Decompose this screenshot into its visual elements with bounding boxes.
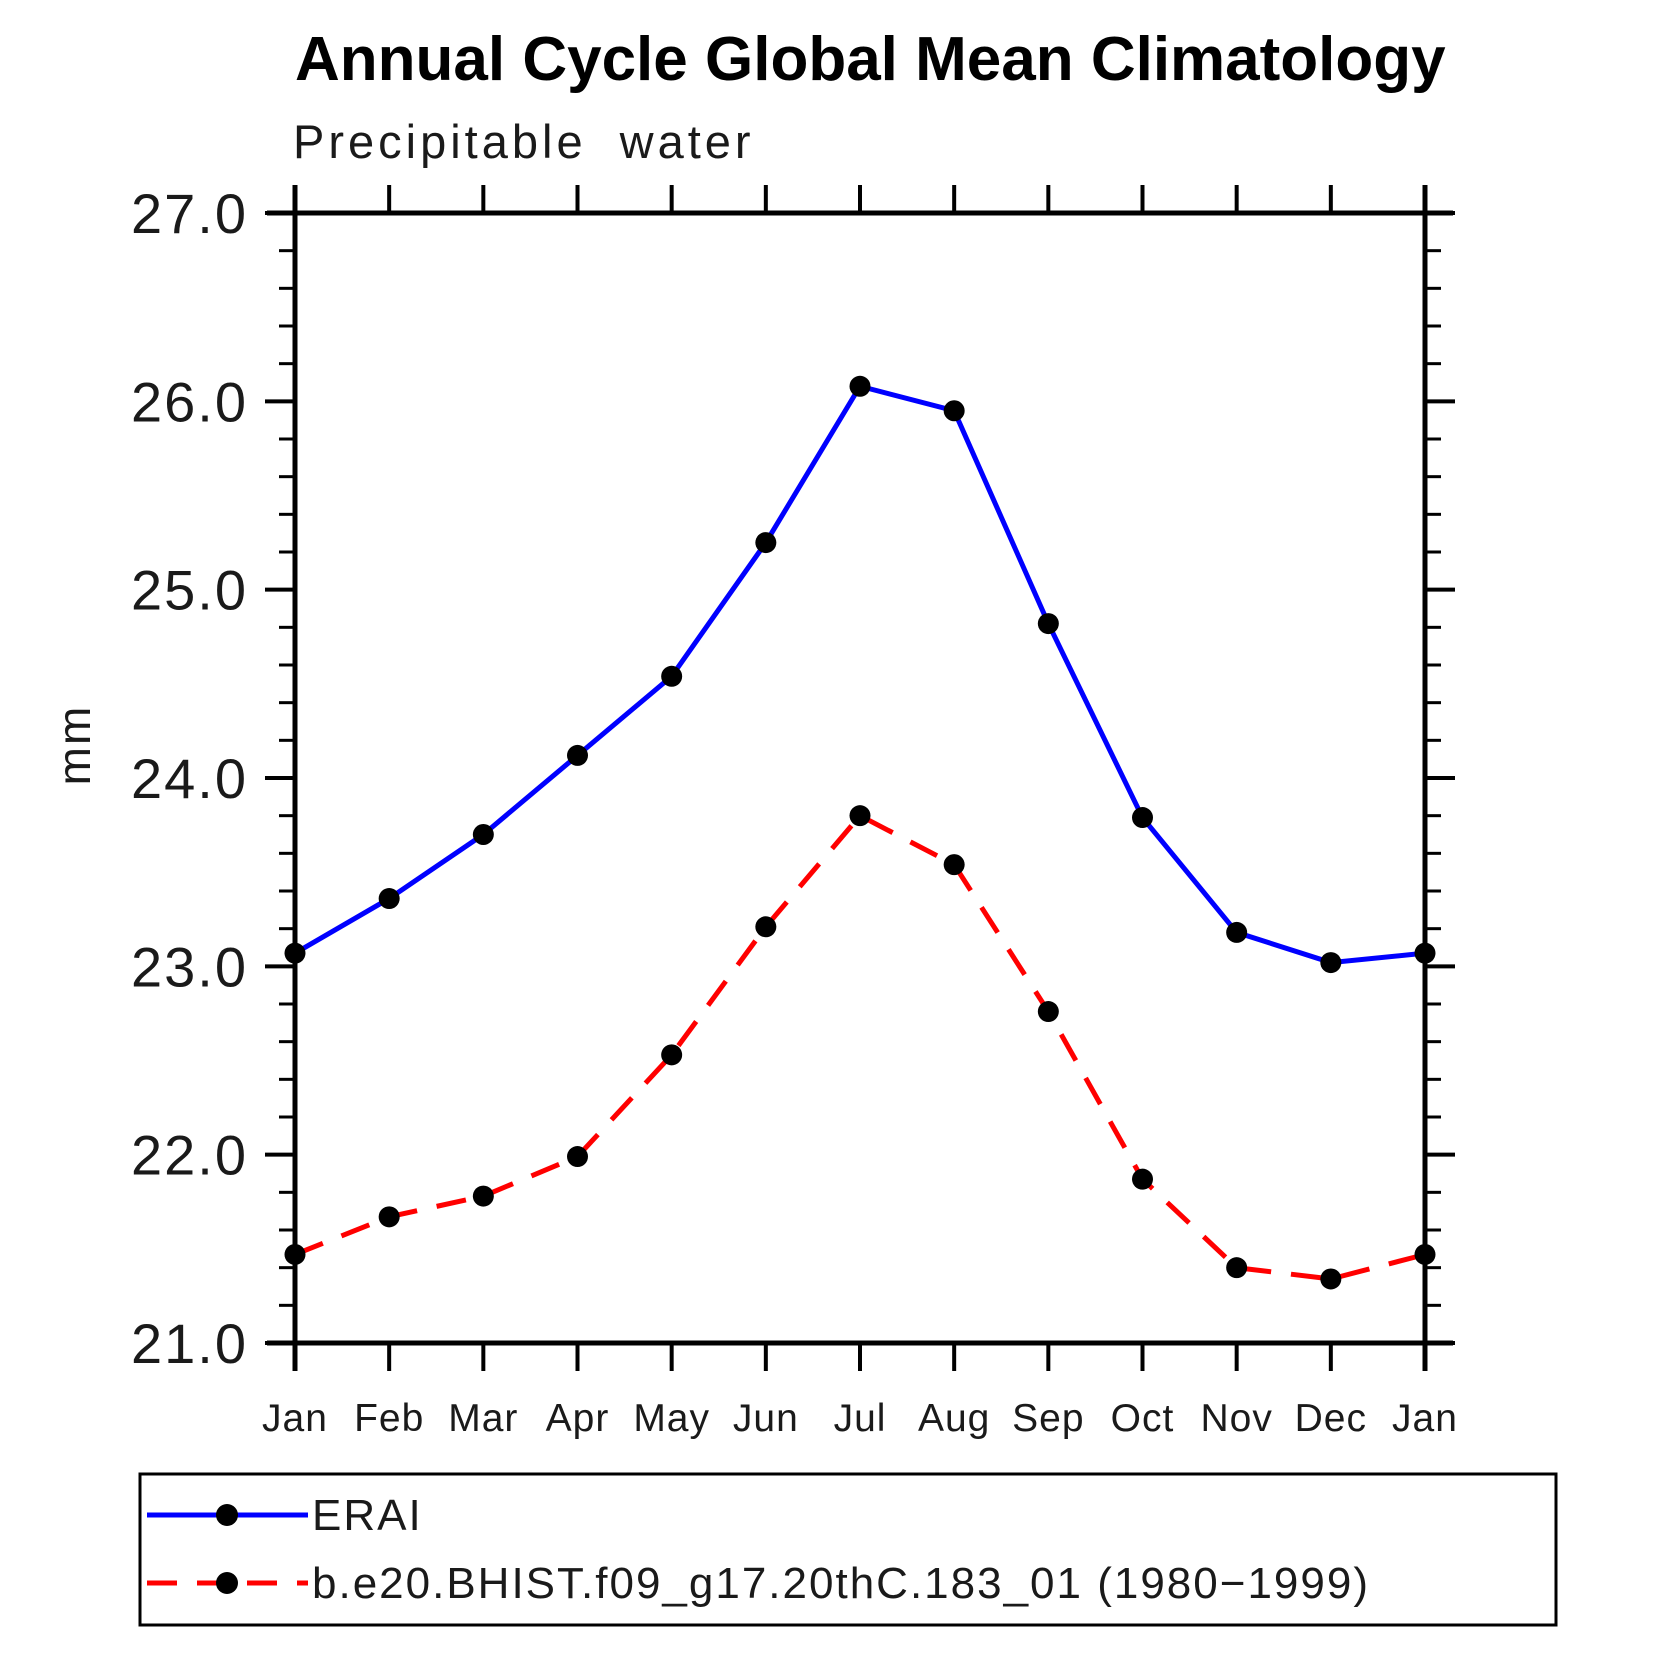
x-tick-label: Mar (448, 1397, 518, 1440)
data-point (755, 916, 777, 938)
data-point (284, 942, 306, 964)
legend-box (138, 1472, 1558, 1627)
x-tick-label: Apr (546, 1397, 610, 1440)
legend-label: b.e20.BHIST.f09_g17.20thC.183_01 (1980−1… (312, 1559, 1370, 1608)
data-point (1132, 1168, 1153, 1190)
legend-label: ERAI (312, 1491, 423, 1540)
data-point (378, 1206, 400, 1228)
data-point (755, 532, 777, 554)
data-point (1320, 952, 1342, 974)
y-tick-label: 21.0 (131, 1312, 248, 1375)
data-point (472, 1185, 494, 1207)
y-axis-label: mm (48, 705, 100, 786)
data-point (1320, 1268, 1342, 1290)
data-point (1132, 807, 1153, 829)
data-point (1414, 942, 1436, 964)
x-tick-label: Jan (1392, 1397, 1458, 1440)
data-point (943, 854, 965, 876)
y-tick-label: 25.0 (131, 559, 248, 622)
data-point (943, 400, 965, 422)
chart-subtitle: Precipitable water (293, 115, 755, 168)
x-tick-label: Sep (1012, 1397, 1084, 1440)
x-tick-label: May (633, 1397, 710, 1440)
x-tick-label: Dec (1295, 1397, 1367, 1440)
data-point (1226, 921, 1248, 943)
data-point (1037, 613, 1059, 635)
legend-marker (216, 1504, 238, 1526)
x-tick-label: Oct (1111, 1397, 1175, 1440)
series-line-1 (294, 812, 1426, 1282)
data-point (284, 1243, 306, 1265)
data-point (849, 805, 871, 827)
data-point (1037, 1001, 1059, 1023)
x-tick-label: Jul (834, 1397, 887, 1440)
data-point (472, 824, 494, 845)
y-tick-label: 24.0 (131, 747, 248, 810)
x-tick-label: Nov (1200, 1397, 1272, 1440)
data-point (567, 1146, 588, 1168)
data-point (661, 1044, 683, 1066)
series-line-0 (293, 383, 1426, 966)
data-point (1226, 1257, 1248, 1279)
data-point (849, 375, 871, 397)
x-tick-label: Aug (918, 1397, 990, 1440)
y-tick-label: 27.0 (131, 182, 248, 245)
x-tick-label: Jan (262, 1397, 328, 1440)
y-tick-label: 23.0 (131, 935, 248, 998)
data-point (661, 665, 683, 687)
y-tick-label: 26.0 (131, 370, 248, 433)
data-point (378, 888, 400, 910)
legend-marker (216, 1572, 238, 1594)
x-tick-label: Jun (733, 1397, 799, 1440)
y-tick-label: 22.0 (131, 1124, 248, 1187)
chart-title: Annual Cycle Global Mean Climatology (295, 25, 1446, 94)
data-point (567, 744, 588, 766)
x-tick-label: Feb (354, 1397, 424, 1440)
data-point (1414, 1243, 1436, 1265)
